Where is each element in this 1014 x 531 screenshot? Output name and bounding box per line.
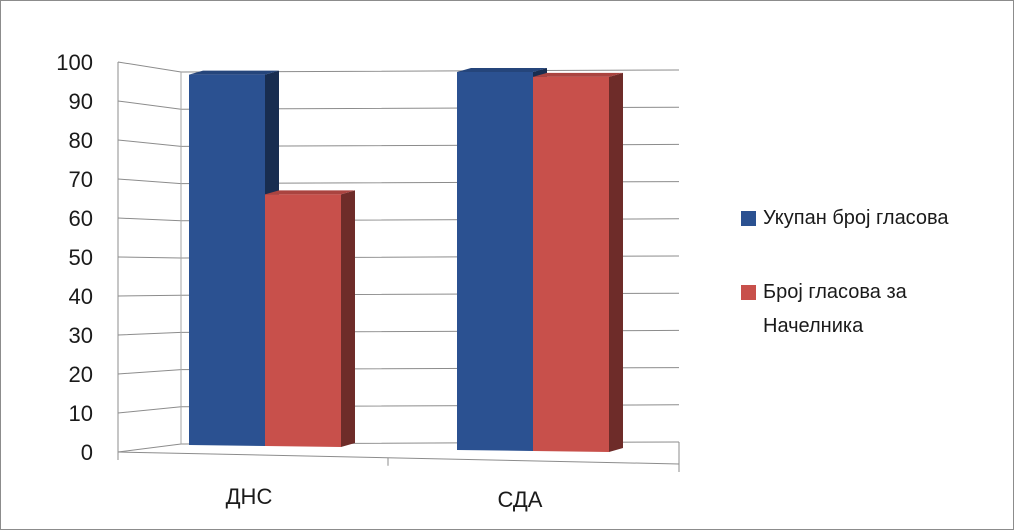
y-tick-label: 100 xyxy=(56,50,93,75)
bar-top-1-1 xyxy=(189,70,279,75)
bar-top-1-2 xyxy=(457,68,547,72)
gridline xyxy=(117,61,680,73)
legend-label-series-1: Укупан број гласова xyxy=(763,207,949,229)
legend-swatch-series-1 xyxy=(741,211,756,226)
bar-side-2-1 xyxy=(341,190,355,447)
y-tick-label: 70 xyxy=(69,167,93,192)
x-category-label: ДНС xyxy=(226,484,273,509)
bar-series-1-1 xyxy=(189,74,265,446)
axis-labels: 0 10 20 30 40 50 60 70 80 90 100 ДНС СДА xyxy=(56,50,543,512)
x-axis-line xyxy=(117,451,680,465)
x-category-label: СДА xyxy=(498,487,543,512)
y-tick-label: 50 xyxy=(69,245,93,270)
y-tick-label: 0 xyxy=(81,440,93,465)
bar-side-2-2 xyxy=(609,72,623,452)
bar-top-2-2 xyxy=(533,72,623,77)
bar-series-2-2 xyxy=(533,76,609,452)
bars xyxy=(189,68,623,452)
legend: Укупан број гласова Број гласова за Наче… xyxy=(741,201,1011,343)
legend-item-series-1: Укупан број гласова xyxy=(741,201,1011,235)
y-tick-label: 60 xyxy=(69,206,93,231)
legend-swatch-series-2 xyxy=(741,285,756,300)
y-tick-label: 80 xyxy=(69,128,93,153)
y-tick-label: 30 xyxy=(69,323,93,348)
y-tick-label: 40 xyxy=(69,284,93,309)
axes xyxy=(117,62,680,472)
legend-label-series-2: Број гласова за Начелника xyxy=(763,281,907,337)
y-tick-label: 90 xyxy=(69,89,93,114)
y-tick-label: 10 xyxy=(69,401,93,426)
legend-item-series-2: Број гласова за Начелника xyxy=(741,275,1011,343)
bar-top-2-1 xyxy=(265,190,355,195)
bar-series-1-2 xyxy=(457,72,533,451)
y-tick-label: 20 xyxy=(69,362,93,387)
bar-series-2-1 xyxy=(265,194,341,447)
